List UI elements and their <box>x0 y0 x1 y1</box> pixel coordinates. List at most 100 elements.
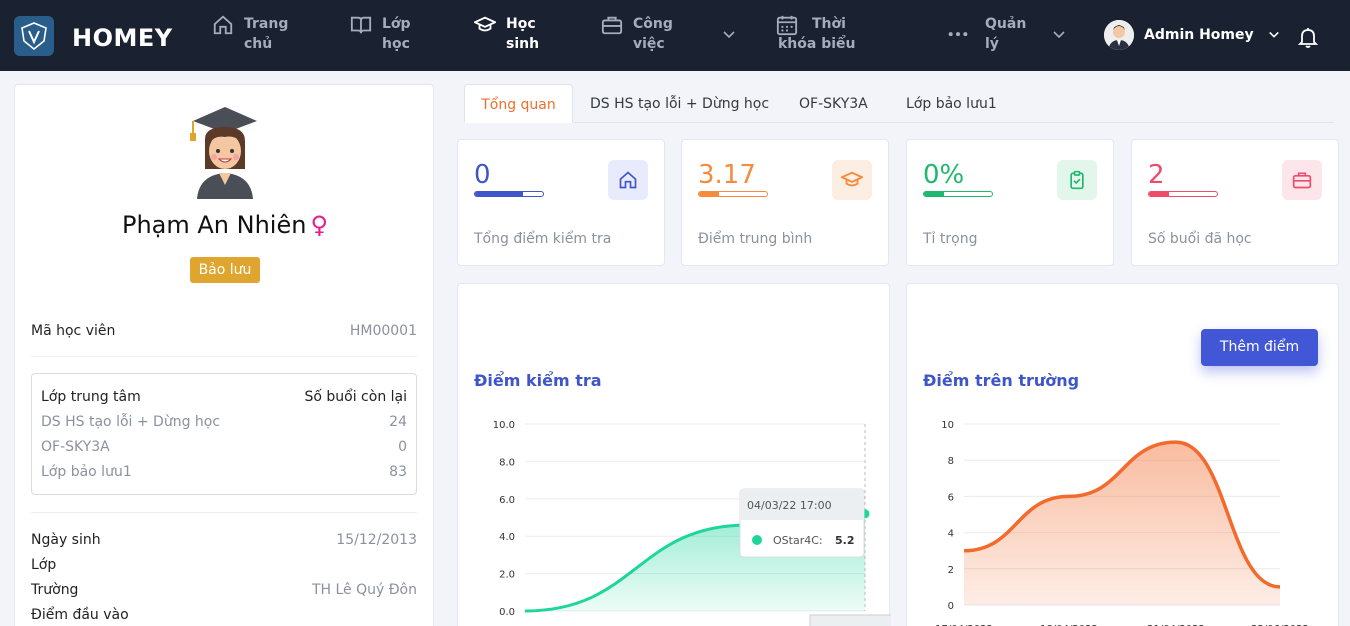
birthday-label: Ngày sinh <box>31 532 101 548</box>
stat-value: 2 <box>1148 160 1165 190</box>
table-row: DS HS tạo lỗi + Dừng học 24 <box>41 414 407 430</box>
nav-students[interactable]: Học sinh <box>474 14 546 54</box>
test-score-chart[interactable]: 0.0 2.0 4.0 6.0 8.0 10.0 04/03/22 17:00 OStar4C… <box>458 284 891 626</box>
stat-progress-bar <box>1148 191 1218 197</box>
nav-home[interactable]: Trang chủ <box>212 14 304 54</box>
tooltip-date: 04/03/22 17:00 <box>747 499 832 512</box>
x-tooltip-box <box>809 614 891 626</box>
y-tick-label: 4.0 <box>499 532 515 543</box>
school-label: Trường <box>31 582 79 598</box>
user-avatar-icon <box>1104 20 1134 50</box>
class-table-header: Lớp trung tâm Số buổi còn lại <box>41 389 407 405</box>
y-tick-label: 2.0 <box>499 570 515 581</box>
stat-card-weight: 0% Tỉ trọng <box>906 139 1114 266</box>
tooltip-series-marker <box>752 535 762 545</box>
bell-icon[interactable] <box>1296 25 1320 49</box>
class-tabs: Tổng quan DS HS tạo lỗi + Dừng học OF-SK… <box>464 84 1334 123</box>
top-navbar: HOMEY Trang chủ Lớp học Học sinh Công vi… <box>0 0 1350 71</box>
stat-card-total-score: 0 Tổng điểm kiểm tra <box>457 139 665 266</box>
chevron-down-icon[interactable] <box>722 28 736 42</box>
panel-title: Điểm kiểm tra <box>474 371 602 390</box>
stat-progress-fill <box>1149 192 1170 196</box>
nav-management[interactable]: Quản lý <box>947 14 1026 54</box>
student-code-label: Mã học viên <box>31 323 116 339</box>
divider <box>31 512 417 513</box>
user-name: Admin Homey <box>1144 27 1254 43</box>
y-tick-label: 6.0 <box>499 495 515 506</box>
tab-of-sky3a[interactable]: OF-SKY3A <box>799 96 868 112</box>
stat-progress-fill <box>924 192 945 196</box>
stat-icon-box <box>832 160 872 200</box>
tab-overview[interactable]: Tổng quan <box>464 84 573 123</box>
student-profile-card: Phạm An Nhiên ♀ Bảo lưu Mã học viên HM000… <box>14 84 434 626</box>
homey-logo[interactable] <box>14 16 54 56</box>
book-icon <box>350 16 372 34</box>
nav-timetable-label: Thời khóa biểu <box>778 16 856 52</box>
y-tick-label: 2 <box>948 565 954 576</box>
stat-card-sessions: 2 Số buổi đã học <box>1131 139 1339 266</box>
tooltip-value: 5.2 <box>835 534 855 547</box>
series-line <box>963 440 1281 589</box>
more-dots-icon <box>948 32 968 36</box>
brand-name[interactable]: HOMEY <box>72 24 173 52</box>
table-row: Lớp bảo lưu1 83 <box>41 464 407 480</box>
nav-tasks-label: Công việc <box>633 16 673 52</box>
home-icon <box>619 171 637 189</box>
nav-students-label: Học sinh <box>506 16 540 52</box>
class-name: DS HS tạo lỗi + Dừng học <box>41 414 221 430</box>
avatar <box>1104 20 1134 50</box>
y-tick-label: 4 <box>948 529 954 540</box>
student-code-row: Mã học viên HM00001 <box>31 323 417 339</box>
stat-progress-bar <box>923 191 993 197</box>
class-header-left: Lớp trung tâm <box>41 389 141 405</box>
calendar-icon <box>776 15 798 36</box>
student-name: Phạm An Nhiên ♀ <box>15 211 435 239</box>
school-row: Trường TH Lê Quý Đôn <box>31 582 417 598</box>
y-tick-label: 6 <box>948 492 954 503</box>
x-tick-label: 21/04/2022 <box>1147 624 1205 626</box>
data-point <box>524 610 526 612</box>
shield-logo-icon <box>21 22 47 51</box>
panel-title: Điểm trên trường <box>923 371 1080 390</box>
y-tick-label: 0.0 <box>499 607 515 618</box>
class-remaining: 83 <box>389 464 407 480</box>
class-name: OF-SKY3A <box>41 439 110 455</box>
nav-timetable[interactable]: Thời khóa biểu <box>776 14 888 54</box>
class-row: Lớp <box>31 557 417 573</box>
stat-card-average: 3.17 Điểm trung bình <box>681 139 889 266</box>
school-score-chart[interactable]: 0 2 4 6 8 10 17/04/2022 18/04/2022 21/04/2022 22/… <box>907 284 1340 626</box>
nav-tasks[interactable]: Công việc <box>601 14 683 54</box>
briefcase-icon <box>601 16 623 35</box>
add-score-button[interactable]: Thêm điểm <box>1201 329 1318 366</box>
home-icon <box>213 15 233 35</box>
test-score-panel: Điểm kiểm tra 0.0 2.0 4.0 6.0 8.0 10.0 04/03/2… <box>457 283 891 626</box>
stat-label: Tổng điểm kiểm tra <box>474 231 612 247</box>
x-tick-label: 18/04/2022 <box>1040 624 1098 626</box>
series-area <box>964 442 1280 605</box>
nav-classes[interactable]: Lớp học <box>350 14 442 54</box>
tooltip-header <box>741 490 863 520</box>
class-remaining: 0 <box>398 439 407 455</box>
x-tick-label: 22/06/2022 <box>1251 624 1309 626</box>
tab-ds-hs[interactable]: DS HS tạo lỗi + Dừng học <box>590 96 770 112</box>
stat-progress-fill <box>699 192 720 196</box>
graduation-cap-icon <box>841 171 863 187</box>
user-menu[interactable]: Admin Homey <box>1104 20 1280 50</box>
stat-label: Tỉ trọng <box>923 231 978 247</box>
school-value: TH Lê Quý Đôn <box>311 582 417 598</box>
birthday-value: 15/12/2013 <box>336 532 417 548</box>
birthday-row: Ngày sinh 15/12/2013 <box>31 532 417 548</box>
female-icon: ♀ <box>310 211 329 239</box>
class-sessions-table: Lớp trung tâm Số buổi còn lại DS HS tạo … <box>31 373 417 495</box>
stat-label: Điểm trung bình <box>698 231 813 247</box>
student-avatar-icon <box>190 107 257 199</box>
student-name-text: Phạm An Nhiên <box>121 211 307 239</box>
tab-lop-bao-luu[interactable]: Lớp bảo lưu1 <box>906 96 997 112</box>
graduation-cap-icon <box>474 16 496 32</box>
status-badge: Bảo lưu <box>190 257 260 283</box>
class-remaining: 24 <box>389 414 407 430</box>
entry-score-row: Điểm đầu vào <box>31 607 417 623</box>
chevron-down-icon[interactable] <box>1052 28 1066 42</box>
student-code-value: HM00001 <box>349 323 417 339</box>
nav-classes-label: Lớp học <box>382 16 411 52</box>
